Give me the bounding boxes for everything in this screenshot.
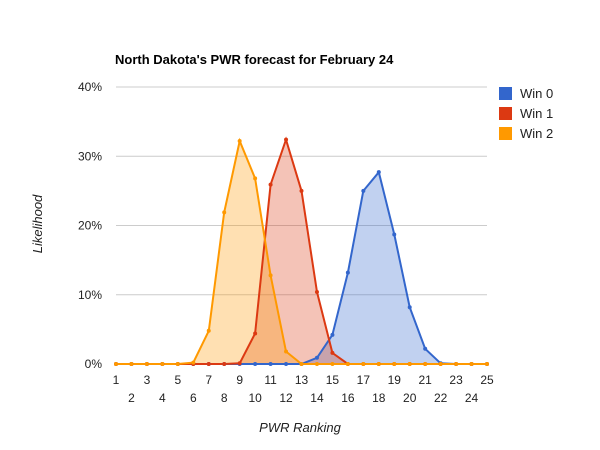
data-point bbox=[469, 362, 474, 366]
data-point bbox=[253, 176, 258, 181]
data-point bbox=[175, 362, 180, 366]
chart-title: North Dakota's PWR forecast for February… bbox=[115, 52, 394, 67]
data-point bbox=[299, 362, 304, 366]
legend-label: Win 1 bbox=[520, 106, 553, 121]
data-point bbox=[423, 362, 428, 366]
y-axis-title: Likelihood bbox=[30, 194, 45, 253]
x-tick-label: 5 bbox=[174, 373, 181, 387]
data-point bbox=[376, 362, 381, 366]
x-tick-labels: 1234567891011121314151617181920212223242… bbox=[113, 373, 494, 405]
x-tick-label: 19 bbox=[388, 373, 402, 387]
data-point bbox=[407, 362, 412, 366]
x-tick-label: 22 bbox=[434, 391, 448, 405]
data-point bbox=[299, 188, 304, 193]
x-tick-label: 14 bbox=[310, 391, 324, 405]
y-tick-label: 30% bbox=[78, 149, 102, 163]
x-tick-label: 18 bbox=[372, 391, 386, 405]
legend-swatch bbox=[499, 107, 512, 120]
data-point bbox=[454, 362, 459, 366]
x-tick-label: 24 bbox=[465, 391, 479, 405]
data-point bbox=[284, 349, 289, 354]
legend-swatch bbox=[499, 127, 512, 140]
data-point bbox=[222, 210, 227, 215]
data-point bbox=[253, 362, 258, 366]
x-tick-label: 6 bbox=[190, 391, 197, 405]
series-points bbox=[114, 137, 489, 366]
data-point bbox=[485, 362, 489, 366]
x-tick-label: 21 bbox=[418, 373, 432, 387]
x-tick-label: 3 bbox=[144, 373, 151, 387]
data-point bbox=[314, 355, 319, 360]
x-tick-label: 15 bbox=[326, 373, 340, 387]
y-tick-label: 20% bbox=[78, 219, 102, 233]
legend: Win 0 Win 1 Win 2 bbox=[499, 86, 553, 141]
data-point bbox=[268, 362, 273, 366]
series-area-0 bbox=[116, 172, 487, 364]
y-tick-label: 10% bbox=[78, 288, 102, 302]
x-tick-label: 13 bbox=[295, 373, 309, 387]
data-point bbox=[361, 362, 366, 366]
x-tick-label: 7 bbox=[205, 373, 212, 387]
x-tick-label: 8 bbox=[221, 391, 228, 405]
data-point bbox=[423, 346, 428, 351]
data-point bbox=[314, 362, 319, 366]
data-point bbox=[438, 362, 443, 366]
x-tick-label: 11 bbox=[264, 373, 277, 387]
data-point bbox=[237, 139, 242, 144]
data-point bbox=[129, 362, 134, 366]
data-point bbox=[144, 362, 149, 366]
data-point bbox=[345, 362, 350, 366]
data-point bbox=[330, 350, 335, 355]
y-tick-label: 0% bbox=[85, 357, 103, 371]
data-point bbox=[330, 332, 335, 337]
y-tick-labels: 0% 10% 20% 30% 40% bbox=[78, 80, 102, 371]
data-point bbox=[206, 362, 211, 366]
data-point bbox=[361, 188, 366, 193]
data-point bbox=[268, 273, 273, 278]
legend-swatch bbox=[499, 87, 512, 100]
x-tick-label: 10 bbox=[248, 391, 262, 405]
x-tick-label: 23 bbox=[449, 373, 463, 387]
data-point bbox=[284, 137, 289, 142]
data-point bbox=[284, 362, 289, 366]
data-point bbox=[253, 331, 258, 336]
data-point bbox=[160, 362, 165, 366]
x-tick-label: 2 bbox=[128, 391, 135, 405]
data-point bbox=[206, 328, 211, 333]
data-point bbox=[392, 232, 397, 237]
data-point bbox=[268, 182, 273, 187]
legend-label: Win 0 bbox=[520, 86, 553, 101]
data-point bbox=[237, 361, 242, 366]
x-tick-label: 25 bbox=[480, 373, 494, 387]
x-tick-label: 17 bbox=[357, 373, 371, 387]
x-tick-label: 4 bbox=[159, 391, 166, 405]
data-point bbox=[222, 362, 227, 366]
x-tick-label: 1 bbox=[113, 373, 120, 387]
data-point bbox=[376, 170, 381, 175]
x-tick-label: 12 bbox=[279, 391, 293, 405]
series-areas bbox=[116, 139, 487, 364]
x-tick-label: 9 bbox=[236, 373, 243, 387]
legend-label: Win 2 bbox=[520, 126, 553, 141]
data-point bbox=[345, 270, 350, 275]
data-point bbox=[392, 362, 397, 366]
data-point bbox=[314, 289, 319, 294]
data-point bbox=[330, 362, 335, 366]
data-point bbox=[191, 360, 196, 365]
x-axis-title: PWR Ranking bbox=[259, 420, 341, 435]
data-point bbox=[407, 305, 412, 310]
x-tick-label: 20 bbox=[403, 391, 417, 405]
x-tick-label: 16 bbox=[341, 391, 355, 405]
data-point bbox=[114, 362, 118, 366]
series-area-1 bbox=[116, 139, 487, 364]
y-tick-label: 40% bbox=[78, 80, 102, 94]
